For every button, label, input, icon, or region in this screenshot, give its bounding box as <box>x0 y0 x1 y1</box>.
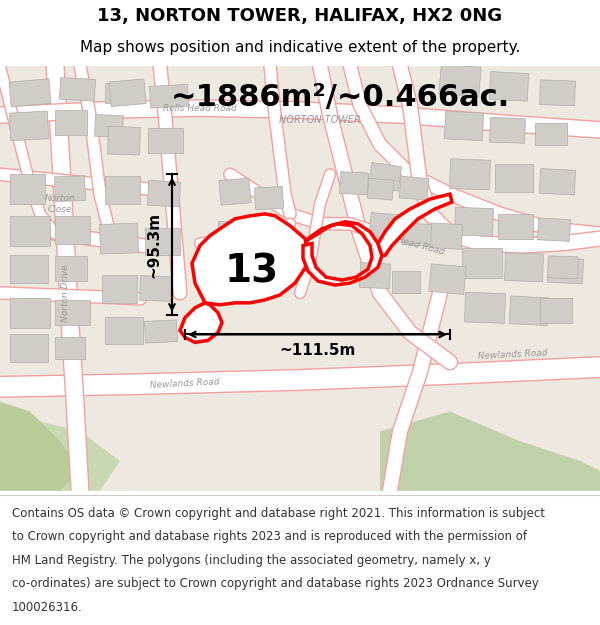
Polygon shape <box>378 194 452 256</box>
Text: Head Road: Head Road <box>395 235 445 256</box>
Bar <box>55 338 85 359</box>
Bar <box>369 213 403 240</box>
Text: Contains OS data © Crown copyright and database right 2021. This information is : Contains OS data © Crown copyright and d… <box>12 507 545 520</box>
Bar <box>430 223 463 249</box>
Text: Map shows position and indicative extent of the property.: Map shows position and indicative extent… <box>80 40 520 55</box>
Bar <box>444 111 484 141</box>
Bar <box>509 296 549 326</box>
Bar <box>219 178 251 205</box>
Bar <box>55 216 90 244</box>
Bar <box>498 214 533 239</box>
Bar <box>95 114 124 138</box>
Bar <box>102 275 137 303</box>
Bar <box>495 164 533 192</box>
Text: 13, NORTON TOWER, HALIFAX, HX2 0NG: 13, NORTON TOWER, HALIFAX, HX2 0NG <box>97 8 503 26</box>
Bar <box>9 79 51 107</box>
Bar <box>489 72 529 101</box>
Bar <box>547 258 584 284</box>
Bar <box>100 223 139 254</box>
Bar <box>340 172 368 195</box>
Bar <box>105 83 135 103</box>
Bar <box>251 226 280 249</box>
Bar <box>539 80 575 106</box>
Bar <box>540 298 572 322</box>
Text: 100026316.: 100026316. <box>12 601 83 614</box>
Bar <box>59 78 95 101</box>
Bar <box>539 169 575 195</box>
Bar <box>464 292 506 323</box>
Text: co-ordinates) are subject to Crown copyright and database rights 2023 Ordnance S: co-ordinates) are subject to Crown copyr… <box>12 578 539 590</box>
Bar <box>55 110 87 135</box>
Bar <box>149 84 188 108</box>
Polygon shape <box>0 402 80 491</box>
Bar <box>9 111 49 141</box>
Bar <box>218 221 250 246</box>
Bar <box>10 256 48 283</box>
Bar <box>449 159 491 190</box>
Polygon shape <box>303 222 382 285</box>
Bar <box>462 249 502 278</box>
Bar <box>105 176 140 204</box>
Polygon shape <box>180 303 222 343</box>
Bar <box>368 162 401 191</box>
Text: NORTON TOWER: NORTON TOWER <box>279 115 361 125</box>
Bar <box>105 317 143 344</box>
Polygon shape <box>192 214 308 305</box>
Bar <box>505 253 544 282</box>
Text: Newlands Road: Newlands Road <box>150 378 220 390</box>
Text: Norton
Close: Norton Close <box>44 194 76 214</box>
Bar <box>538 218 571 241</box>
Bar <box>403 223 431 246</box>
Polygon shape <box>0 411 120 491</box>
Bar <box>145 320 178 343</box>
Bar <box>535 123 567 145</box>
Bar <box>140 276 172 301</box>
Bar <box>254 186 284 209</box>
Bar <box>55 256 87 281</box>
Bar <box>55 300 90 324</box>
Bar <box>10 216 50 246</box>
Bar <box>429 264 466 294</box>
Bar <box>439 64 481 97</box>
Text: HM Land Registry. The polygons (including the associated geometry, namely x, y: HM Land Registry. The polygons (includin… <box>12 554 491 567</box>
Bar <box>145 228 180 256</box>
Bar <box>548 256 578 279</box>
Bar <box>490 118 526 143</box>
Bar <box>10 298 50 328</box>
Bar <box>399 176 429 200</box>
Polygon shape <box>380 411 600 491</box>
Bar <box>148 181 181 207</box>
Bar <box>392 271 420 293</box>
Text: ~1886m²/~0.466ac.: ~1886m²/~0.466ac. <box>170 82 509 112</box>
Bar <box>455 208 493 236</box>
Text: Newlands Road: Newlands Road <box>478 348 548 361</box>
Bar <box>10 334 48 362</box>
Text: ~111.5m: ~111.5m <box>280 342 356 357</box>
Text: ~95.3m: ~95.3m <box>146 211 161 278</box>
Text: Norton Drive: Norton Drive <box>61 264 70 322</box>
Bar <box>10 174 45 204</box>
Text: Rolls Head Road: Rolls Head Road <box>163 104 237 112</box>
Bar <box>109 79 146 107</box>
Bar <box>148 128 183 152</box>
Bar <box>107 126 140 155</box>
Bar <box>367 178 394 200</box>
Bar <box>359 262 391 289</box>
Text: to Crown copyright and database rights 2023 and is reproduced with the permissio: to Crown copyright and database rights 2… <box>12 530 527 543</box>
Text: 13: 13 <box>225 253 279 290</box>
Bar <box>55 176 85 201</box>
